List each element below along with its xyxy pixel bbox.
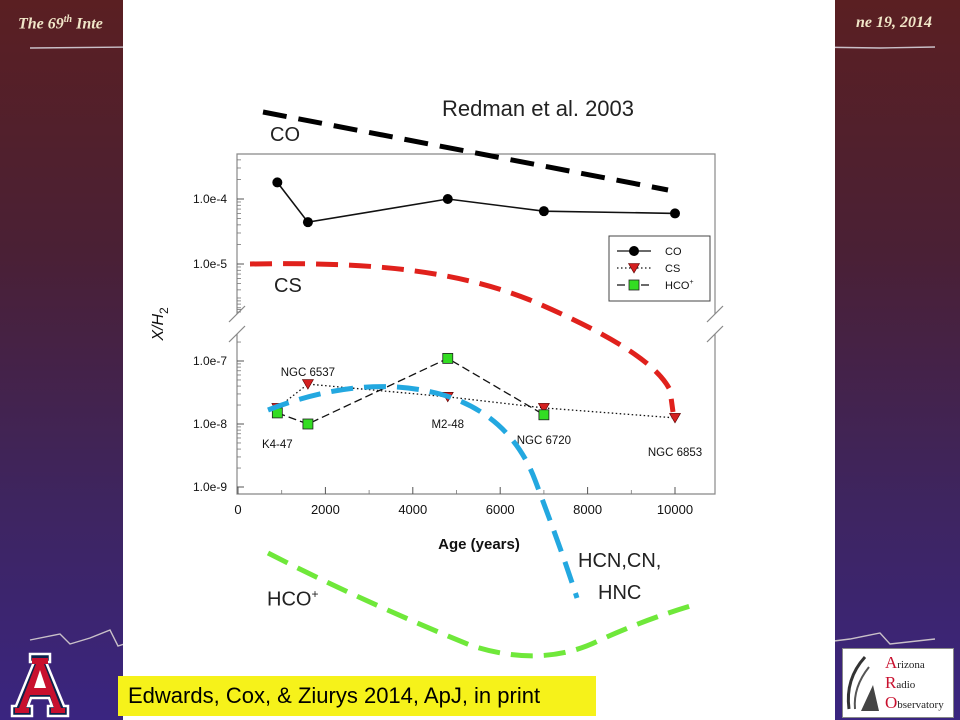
cs-trend-curve [249, 261, 676, 413]
legend-box [608, 235, 711, 302]
legend-marker [628, 279, 640, 291]
data-point-cs [537, 403, 550, 414]
reference-label: Redman et al. 2003 [442, 96, 635, 121]
y-tick-label: 1.0e-7 [193, 354, 227, 368]
frame-lower [236, 334, 716, 495]
hcn-label-line2: HNC [598, 582, 642, 604]
legend-marker [627, 263, 641, 274]
annotation-label: NGC 6853 [648, 447, 702, 459]
chart-legend: CO CS HCO+ [608, 235, 711, 302]
data-point-co [442, 194, 453, 204]
hcn-label: HCN,CN, HNC [578, 545, 661, 609]
annotation-label: NGC 6720 [517, 435, 571, 447]
data-point-co [538, 206, 549, 217]
y-tick-label: 1.0e-9 [193, 480, 227, 494]
y-tick-label: 1.0e-4 [193, 192, 227, 206]
citation-banner: Edwards, Cox, & Ziurys 2014, ApJ, in pri… [118, 676, 596, 716]
hco-label: HCO+ [267, 587, 318, 612]
x-tick-label: 6000 [486, 502, 515, 517]
data-point-cs [301, 379, 314, 390]
x-tick-label: 0 [234, 502, 241, 517]
data-point-co [272, 177, 283, 188]
data-point-co [302, 217, 313, 228]
aro-line-observatory: Observatory [885, 693, 944, 712]
y-axis-label-sub: 2 [157, 307, 171, 314]
data-point-co [670, 208, 680, 219]
data-point-cs [668, 413, 682, 424]
axis-break-mark [228, 325, 246, 343]
hco-label-text: HCO [267, 588, 312, 611]
chart-axes: 1.0e-4 1.0e-5 1.0e-7 1.0e-8 1.0e-9 0 2000 4000 6… [150, 159, 693, 553]
hcn-label-line1: HCN,CN, [578, 550, 662, 572]
x-tick-label: 4000 [398, 502, 427, 517]
co-trend-curve [262, 109, 669, 193]
y-tick-label: 1.0e-5 [193, 257, 227, 271]
plot-area [237, 154, 715, 494]
legend-label: CS [665, 263, 680, 275]
data-point-hco [302, 418, 314, 430]
x-tick-label: 8000 [573, 502, 602, 517]
legend-label: CO [665, 246, 682, 258]
hcn-trend-curve [267, 384, 580, 599]
hco-trend-curve [266, 550, 698, 659]
axis-break-mark [706, 325, 724, 343]
axis-break-mark [228, 305, 246, 323]
annotation-label: M2-48 [431, 419, 464, 431]
aro-line-radio: Radio [885, 673, 916, 692]
co-label: CO [270, 124, 300, 146]
aro-line-arizona: Arizona [885, 653, 925, 672]
axis-break-mark [706, 305, 724, 323]
y-tick-label: 1.0e-8 [193, 417, 227, 431]
series-line-hco [277, 357, 545, 425]
legend-label-sup: + [689, 279, 693, 286]
legend-marker [629, 246, 639, 256]
legend-label: HCO+ [665, 279, 694, 292]
hco-label-sup: + [311, 587, 319, 601]
aro-logo: Arizona Radio Observatory [842, 648, 954, 718]
data-point-hco [538, 409, 550, 421]
overlay-curves [249, 109, 698, 659]
chart-annotations: NGC 6537 K4-47 M2-48 NGC 6720 NGC 6853 [262, 367, 702, 459]
x-tick-label: 10000 [657, 502, 693, 517]
data-point-hco [442, 352, 454, 364]
y-axis-label: X/H2 [150, 307, 171, 342]
x-axis-label: Age (years) [438, 536, 520, 553]
university-logo [10, 652, 70, 718]
telescope-icon [846, 655, 879, 711]
annotation-label: K4-47 [262, 439, 293, 451]
x-tick-label: 2000 [311, 502, 340, 517]
header-date: ne 19, 2014 [856, 14, 932, 31]
cs-label: CS [274, 275, 302, 297]
annotation-label: NGC 6537 [281, 367, 335, 379]
header-conference-title: The 69th Inte [18, 14, 103, 33]
chart-frame [228, 153, 724, 495]
